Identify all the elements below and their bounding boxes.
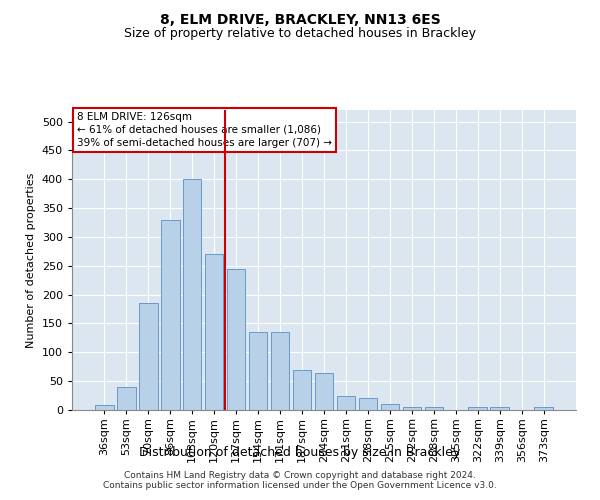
Text: Size of property relative to detached houses in Brackley: Size of property relative to detached ho… xyxy=(124,28,476,40)
Bar xyxy=(249,332,268,410)
Bar xyxy=(205,254,223,410)
Text: 8 ELM DRIVE: 126sqm
← 61% of detached houses are smaller (1,086)
39% of semi-det: 8 ELM DRIVE: 126sqm ← 61% of detached ho… xyxy=(77,112,332,148)
Bar xyxy=(227,268,245,410)
Bar xyxy=(314,372,334,410)
Bar xyxy=(293,370,311,410)
Bar xyxy=(139,304,158,410)
Bar xyxy=(490,407,509,410)
Bar xyxy=(95,406,113,410)
Bar xyxy=(337,396,355,410)
Text: Distribution of detached houses by size in Brackley: Distribution of detached houses by size … xyxy=(139,446,461,459)
Bar xyxy=(183,179,202,410)
Bar xyxy=(380,404,399,410)
Y-axis label: Number of detached properties: Number of detached properties xyxy=(26,172,36,348)
Bar xyxy=(161,220,179,410)
Bar xyxy=(403,407,421,410)
Bar xyxy=(425,407,443,410)
Bar xyxy=(359,398,377,410)
Bar xyxy=(469,407,487,410)
Bar xyxy=(271,332,289,410)
Bar xyxy=(535,407,553,410)
Text: 8, ELM DRIVE, BRACKLEY, NN13 6ES: 8, ELM DRIVE, BRACKLEY, NN13 6ES xyxy=(160,12,440,26)
Bar xyxy=(117,387,136,410)
Text: Contains HM Land Registry data © Crown copyright and database right 2024.
Contai: Contains HM Land Registry data © Crown c… xyxy=(103,470,497,490)
